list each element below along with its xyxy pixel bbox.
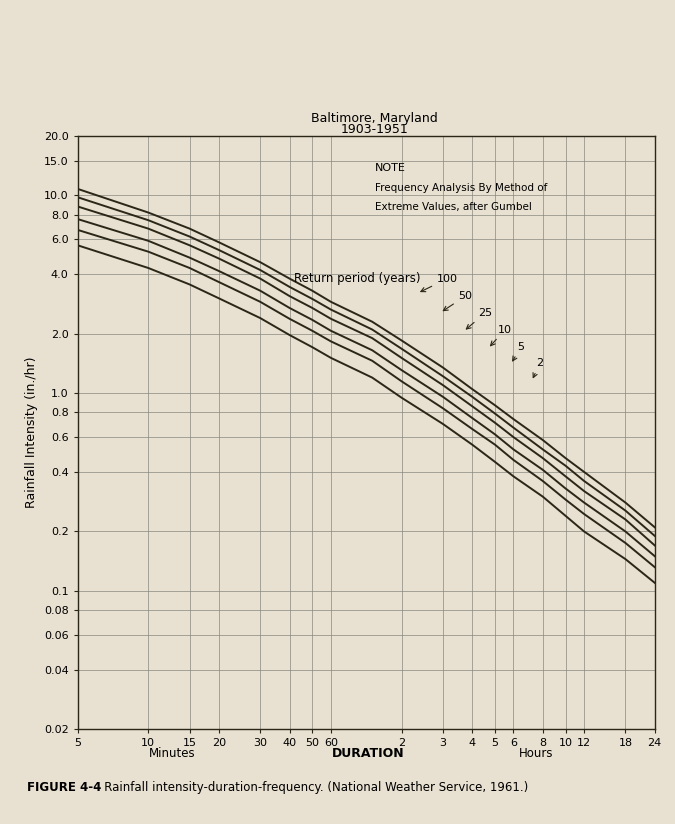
- Text: FIGURE 4-4: FIGURE 4-4: [27, 781, 101, 794]
- Text: 100: 100: [421, 274, 458, 292]
- Text: NOTE: NOTE: [375, 162, 406, 173]
- Text: Frequency Analysis By Method of: Frequency Analysis By Method of: [375, 184, 547, 194]
- Text: Baltimore, Maryland: Baltimore, Maryland: [311, 112, 438, 125]
- Text: 5: 5: [512, 342, 524, 361]
- Text: 2: 2: [533, 358, 543, 377]
- Text: Minutes: Minutes: [148, 747, 196, 761]
- Text: 10: 10: [491, 325, 512, 346]
- Text: Return period (years): Return period (years): [294, 273, 421, 285]
- Text: DURATION: DURATION: [331, 747, 404, 761]
- Y-axis label: Rainfall Intensity (in./hr): Rainfall Intensity (in./hr): [25, 357, 38, 508]
- Text: Extreme Values, after Gumbel: Extreme Values, after Gumbel: [375, 203, 532, 213]
- Text: 50: 50: [443, 291, 472, 311]
- Text: 1903-1951: 1903-1951: [341, 123, 408, 136]
- Text: 25: 25: [466, 308, 493, 329]
- Text: Hours: Hours: [519, 747, 554, 761]
- Text: Rainfall intensity-duration-frequency. (National Weather Service, 1961.): Rainfall intensity-duration-frequency. (…: [93, 781, 529, 794]
